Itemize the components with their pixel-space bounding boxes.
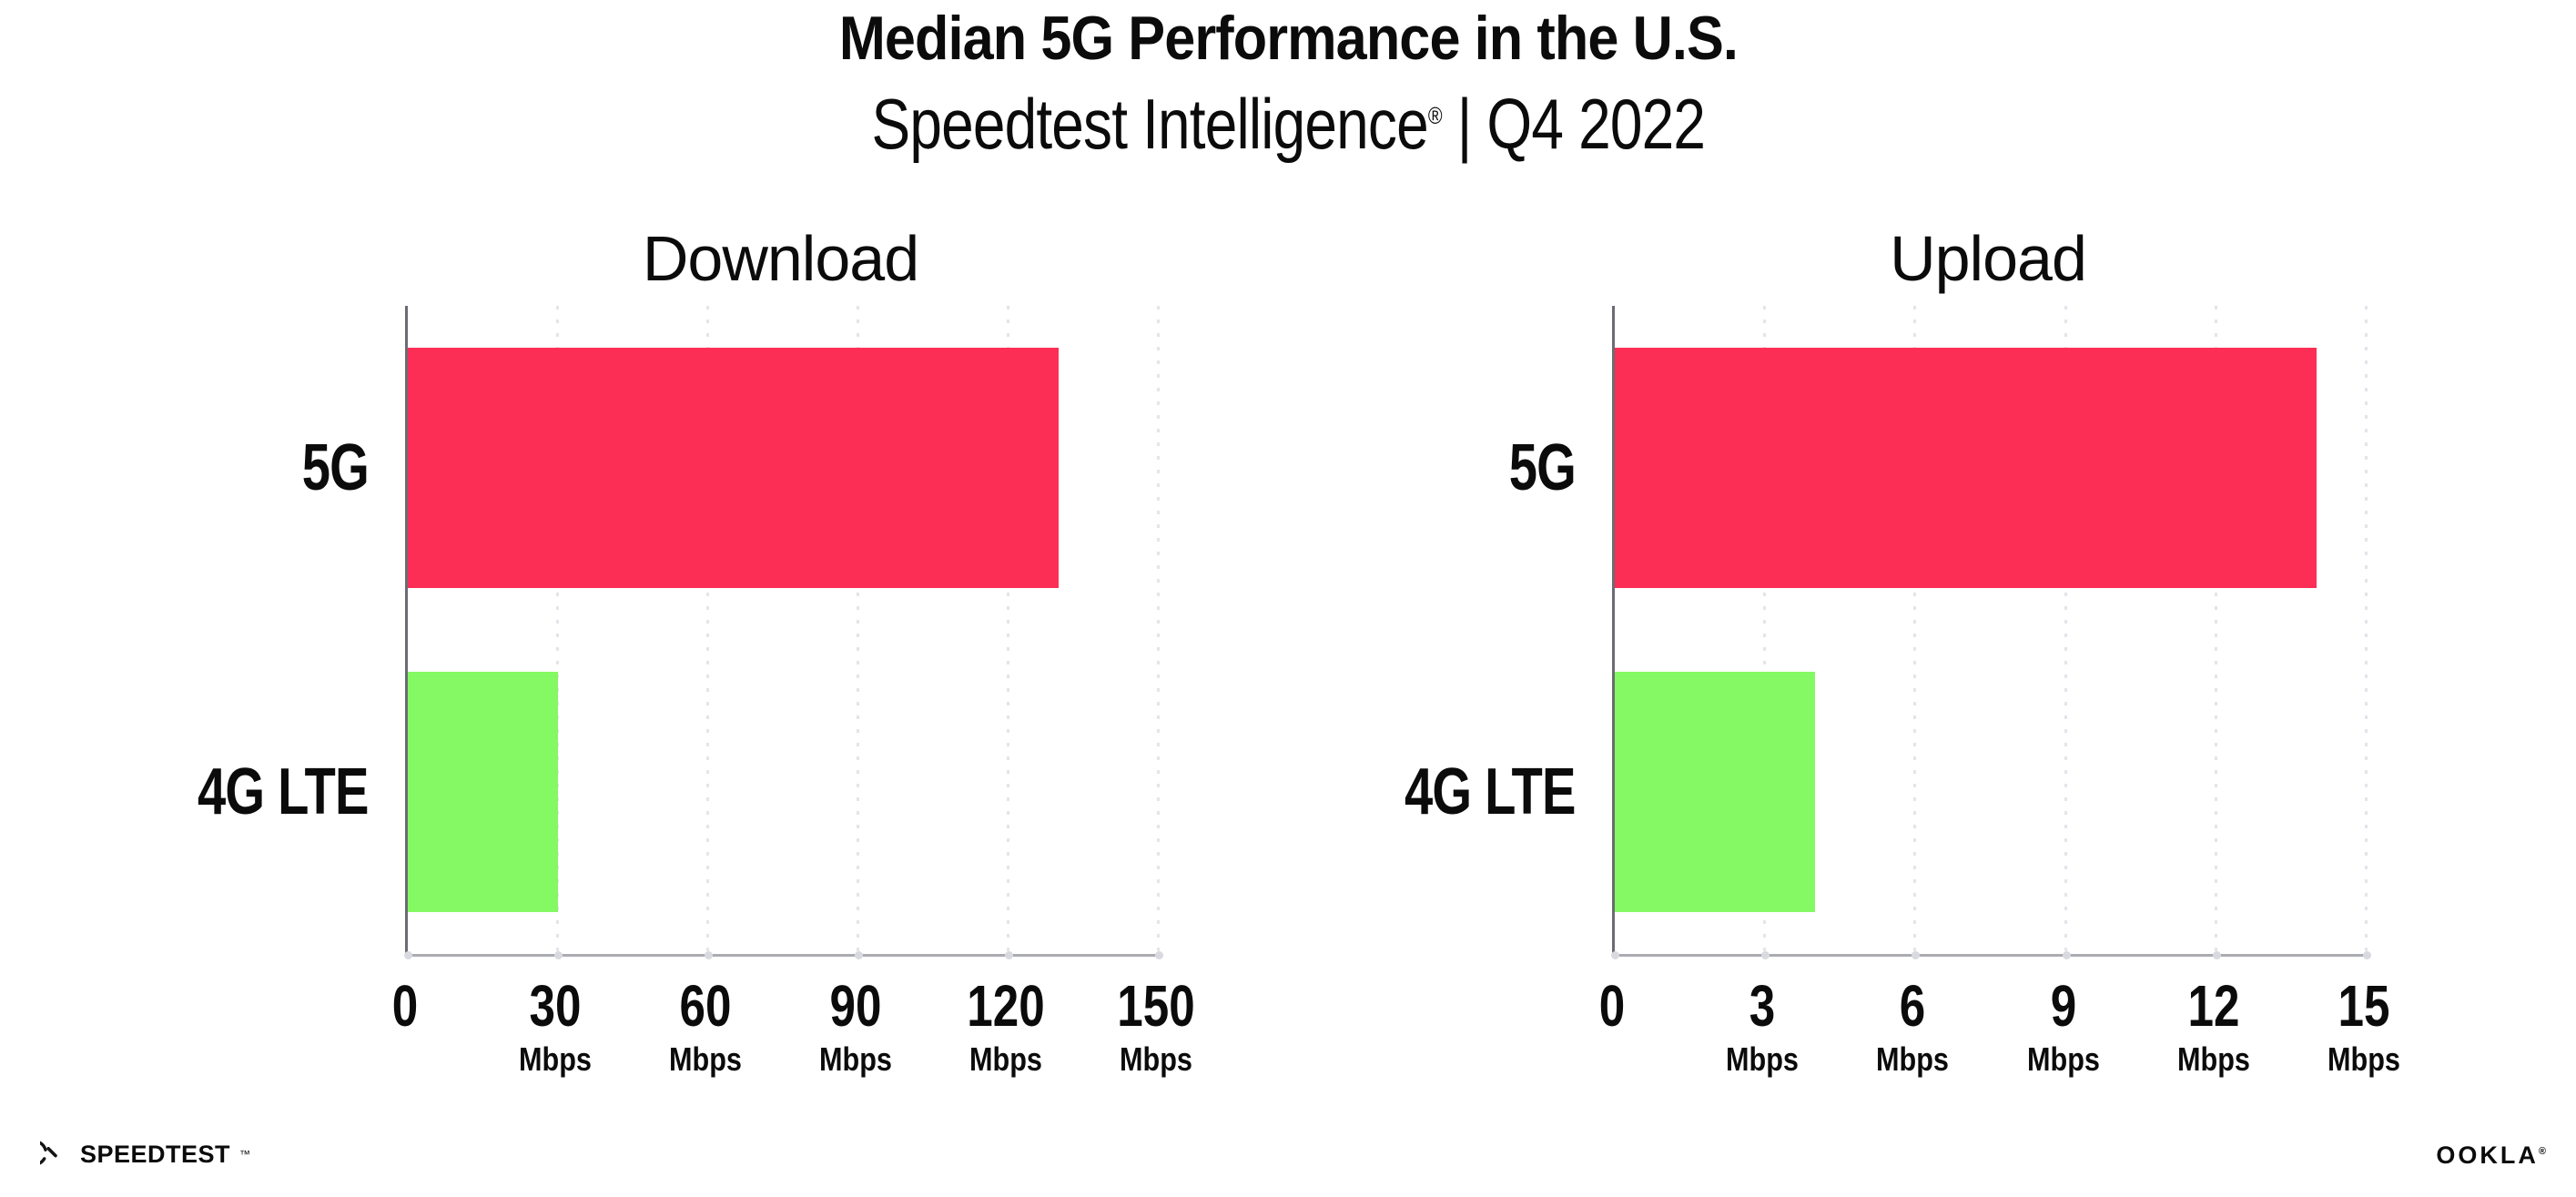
category-label-text: 4G LTE — [1405, 756, 1577, 828]
tick-label-download-120: 120 Mbps — [933, 973, 1079, 1078]
category-label-text: 5G — [1508, 431, 1577, 504]
tick-value: 30 — [529, 973, 582, 1039]
gridline-download-120 — [1007, 306, 1009, 954]
tick-value: 0 — [1598, 973, 1626, 1039]
ookla-logo: OOKLA® — [2436, 1141, 2549, 1170]
tick-value: 15 — [2338, 973, 2390, 1039]
tick-value: 90 — [829, 973, 882, 1039]
tick-dot-download-60 — [705, 951, 713, 959]
tick-unit: Mbps — [2328, 1040, 2400, 1078]
tick-value: 60 — [679, 973, 732, 1039]
tick-dot-upload-0 — [1611, 951, 1619, 959]
tick-dot-download-0 — [404, 951, 412, 959]
page-title-text: Median 5G Performance in the U.S. — [838, 4, 1738, 73]
bar-download-5g — [408, 348, 1059, 588]
category-label-upload-4g-lte: 4G LTE — [1303, 751, 1577, 833]
gauge-icon — [40, 1141, 57, 1165]
gridline-upload-15 — [2365, 306, 2368, 954]
tick-dot-download-30 — [554, 951, 563, 959]
tick-unit: Mbps — [519, 1040, 592, 1078]
tick-label-upload-15: 15 Mbps — [2291, 973, 2437, 1078]
speedtest-logo: SPEEDTEST ™ — [40, 1134, 250, 1174]
page-subtitle: Speedtest Intelligence® | Q4 2022 — [0, 78, 2576, 169]
ookla-registered-symbol: ® — [2538, 1146, 2549, 1157]
tick-label-upload-6: 6 Mbps — [1840, 973, 1985, 1078]
gridline-upload-6 — [1913, 306, 1917, 954]
tick-dot-upload-15 — [2363, 951, 2371, 959]
chart-title-download: Download — [642, 223, 919, 294]
tick-unit: Mbps — [1876, 1040, 1950, 1078]
gridline-download-30 — [556, 306, 559, 954]
subtitle-brand: Speedtest Intelligence — [871, 84, 1428, 164]
tick-unit: Mbps — [1726, 1040, 1800, 1078]
tick-dot-upload-6 — [1912, 951, 1921, 959]
tick-dot-upload-9 — [2062, 951, 2071, 959]
subtitle-period: | Q4 2022 — [1441, 84, 1705, 164]
tick-label-download-90: 90 Mbps — [783, 973, 928, 1078]
category-label-upload-5g: 5G — [1303, 427, 1577, 509]
gridline-upload-3 — [1763, 306, 1767, 954]
gridline-download-90 — [857, 306, 859, 954]
gridline-download-60 — [706, 306, 709, 954]
category-label-download-5g: 5G — [96, 427, 370, 509]
category-label-text: 5G — [301, 431, 370, 504]
tick-value: 120 — [967, 973, 1045, 1039]
tick-unit: Mbps — [669, 1040, 742, 1078]
gridline-upload-9 — [2064, 306, 2067, 954]
bar-upload-5g — [1615, 348, 2317, 588]
tick-label-download-60: 60 Mbps — [633, 973, 778, 1078]
tick-unit: Mbps — [2026, 1040, 2100, 1078]
tick-value: 0 — [391, 973, 419, 1039]
bar-download-4g-lte — [408, 672, 558, 912]
tick-value: 3 — [1749, 973, 1776, 1039]
tick-dot-download-90 — [855, 951, 863, 959]
tick-dot-upload-3 — [1761, 951, 1770, 959]
tick-dot-upload-12 — [2212, 951, 2221, 959]
tick-dot-download-150 — [1155, 951, 1163, 959]
bar-upload-4g-lte — [1615, 672, 1816, 912]
tick-value: 6 — [1900, 973, 1926, 1039]
download-plot — [404, 306, 1163, 959]
tick-label-download-150: 150 Mbps — [1083, 973, 1229, 1078]
tick-label-download-0: 0 — [332, 973, 478, 1039]
category-label-download-4g-lte: 4G LTE — [96, 751, 370, 833]
tick-unit: Mbps — [1120, 1040, 1192, 1078]
ookla-wordmark: OOKLA — [2436, 1141, 2539, 1169]
tick-label-upload-9: 9 Mbps — [1991, 973, 2136, 1078]
gridline-download-150 — [1157, 306, 1160, 954]
gridline-upload-12 — [2214, 306, 2217, 954]
chart-title-upload: Upload — [1890, 223, 2087, 294]
tick-unit: Mbps — [2176, 1040, 2250, 1078]
tick-label-download-30: 30 Mbps — [482, 973, 628, 1078]
speedtest-wordmark: SPEEDTEST — [80, 1140, 231, 1168]
tick-value: 150 — [1117, 973, 1195, 1039]
tick-value: 9 — [2050, 973, 2076, 1039]
tick-label-upload-0: 0 — [1539, 973, 1685, 1039]
page-title: Median 5G Performance in the U.S. — [0, 4, 2576, 73]
page-subtitle-text: Speedtest Intelligence® | Q4 2022 — [871, 78, 1705, 169]
tick-unit: Mbps — [819, 1040, 892, 1078]
tick-value: 12 — [2187, 973, 2240, 1039]
registered-symbol: ® — [1427, 102, 1443, 129]
category-label-text: 4G LTE — [198, 756, 370, 828]
tick-label-upload-3: 3 Mbps — [1689, 973, 1835, 1078]
tick-label-upload-12: 12 Mbps — [2141, 973, 2287, 1078]
upload-plot — [1611, 306, 2371, 959]
tick-unit: Mbps — [969, 1040, 1042, 1078]
tick-dot-download-120 — [1005, 951, 1013, 959]
